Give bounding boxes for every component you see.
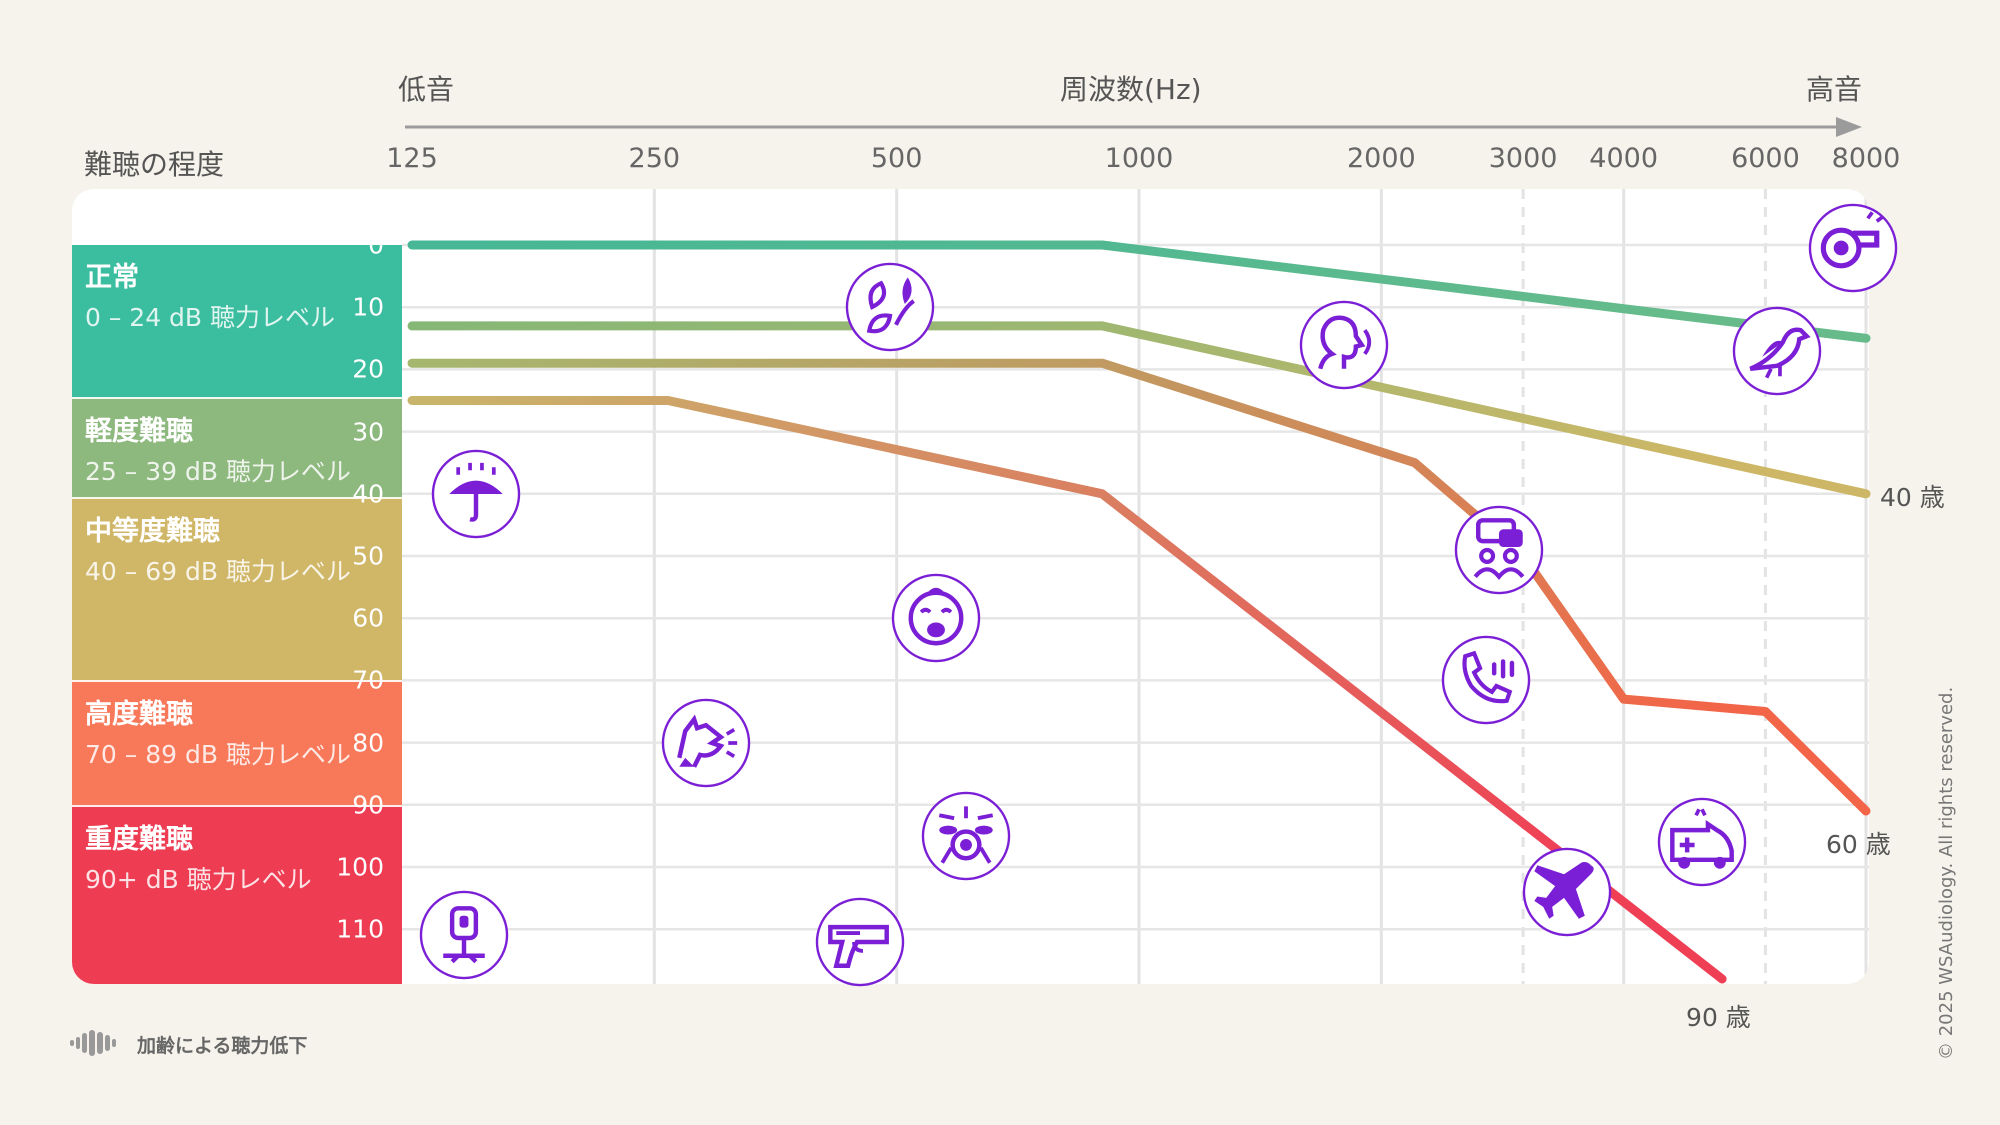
curve-1 (407, 321, 1871, 499)
db-tick-0: 0 (368, 230, 384, 260)
age-label-2: 60 歳 (1826, 830, 1891, 860)
drum-kit-icon (921, 791, 1011, 881)
severity-band-1: 軽度難聴 25 – 39 dB 聴力レベル (72, 397, 402, 497)
freq-tick-125: 125 (386, 143, 438, 174)
db-tick-80: 80 (352, 728, 384, 758)
db-tick-50: 50 (352, 541, 384, 571)
sound-wave-icon (70, 1030, 116, 1056)
severity-name: 高度難聴 (85, 699, 193, 731)
severity-range: 0 – 24 dB 聴力レベル (85, 303, 336, 332)
severity-range: 90+ dB 聴力レベル (85, 864, 312, 894)
curve-3 (407, 396, 1727, 984)
barking-dog-icon (661, 698, 751, 787)
freq-tick-4000: 4000 (1589, 143, 1659, 174)
phone-ringing-icon (1442, 636, 1531, 725)
frequency-arrow (405, 117, 1862, 137)
low-frequency-label: 低音 (398, 73, 455, 106)
db-tick-70: 70 (352, 665, 384, 695)
severity-band-3: 高度難聴 70 – 89 dB 聴力レベル (72, 680, 402, 805)
conversation-icon (1454, 505, 1544, 594)
high-frequency-label: 高音 (1806, 73, 1863, 106)
freq-tick-3000: 3000 (1488, 143, 1558, 174)
rain-umbrella-icon (431, 449, 520, 539)
db-tick-40: 40 (352, 479, 384, 509)
leaves-icon (845, 262, 934, 352)
severity-band-4: 重度難聴 90+ dB 聴力レベル (72, 804, 402, 984)
freq-tick-6000: 6000 (1731, 143, 1800, 174)
freq-tick-1000: 1000 (1104, 143, 1174, 174)
curve-2 (407, 358, 1871, 816)
db-tick-20: 20 (352, 354, 384, 384)
severity-name: 軽度難聴 (85, 416, 193, 448)
copyright-text: © 2025 WSAudiology. All rights reserved. (1936, 686, 1957, 1060)
freq-tick-500: 500 (870, 143, 923, 174)
curve-0 (407, 240, 1871, 343)
jackhammer-icon (419, 891, 509, 980)
severity-title: 難聴の程度 (84, 148, 225, 181)
db-tick-90: 90 (352, 790, 384, 820)
db-tick-30: 30 (352, 417, 384, 447)
axis-title: 周波数(Hz) (1060, 73, 1202, 106)
severity-range: 40 – 69 dB 聴力レベル (85, 556, 351, 586)
age-label-3: 90 歳 (1686, 1002, 1751, 1032)
severity-name: 中等度難聴 (85, 515, 220, 547)
db-tick-10: 10 (352, 292, 384, 322)
severity-band-2: 中等度難聴 40 – 69 dB 聴力レベル (72, 496, 402, 681)
ambulance-icon (1657, 797, 1746, 887)
db-tick-60: 60 (352, 603, 384, 633)
db-tick-100: 100 (336, 852, 384, 882)
severity-range: 25 – 39 dB 聴力レベル (85, 457, 351, 487)
airplane-icon (1522, 847, 1612, 937)
severity-name: 正常 (85, 262, 139, 293)
legend-label: 加齢による聴力低下 (137, 1035, 308, 1057)
age-label-1: 40 歳 (1880, 482, 1945, 512)
db-tick-110: 110 (336, 914, 384, 944)
freq-tick-2000: 2000 (1346, 143, 1416, 174)
severity-name: 重度難聴 (85, 823, 193, 855)
gun-icon (815, 897, 905, 986)
severity-band-0: 正常 0 – 24 dB 聴力レベル (72, 245, 402, 398)
freq-tick-250: 250 (628, 143, 681, 174)
talking-person-icon (1300, 300, 1389, 389)
crying-baby-icon (892, 573, 981, 663)
whistle-icon (1808, 203, 1897, 293)
bird-icon (1732, 306, 1822, 395)
freq-tick-8000: 8000 (1831, 143, 1901, 174)
severity-range: 70 – 89 dB 聴力レベル (85, 740, 351, 770)
